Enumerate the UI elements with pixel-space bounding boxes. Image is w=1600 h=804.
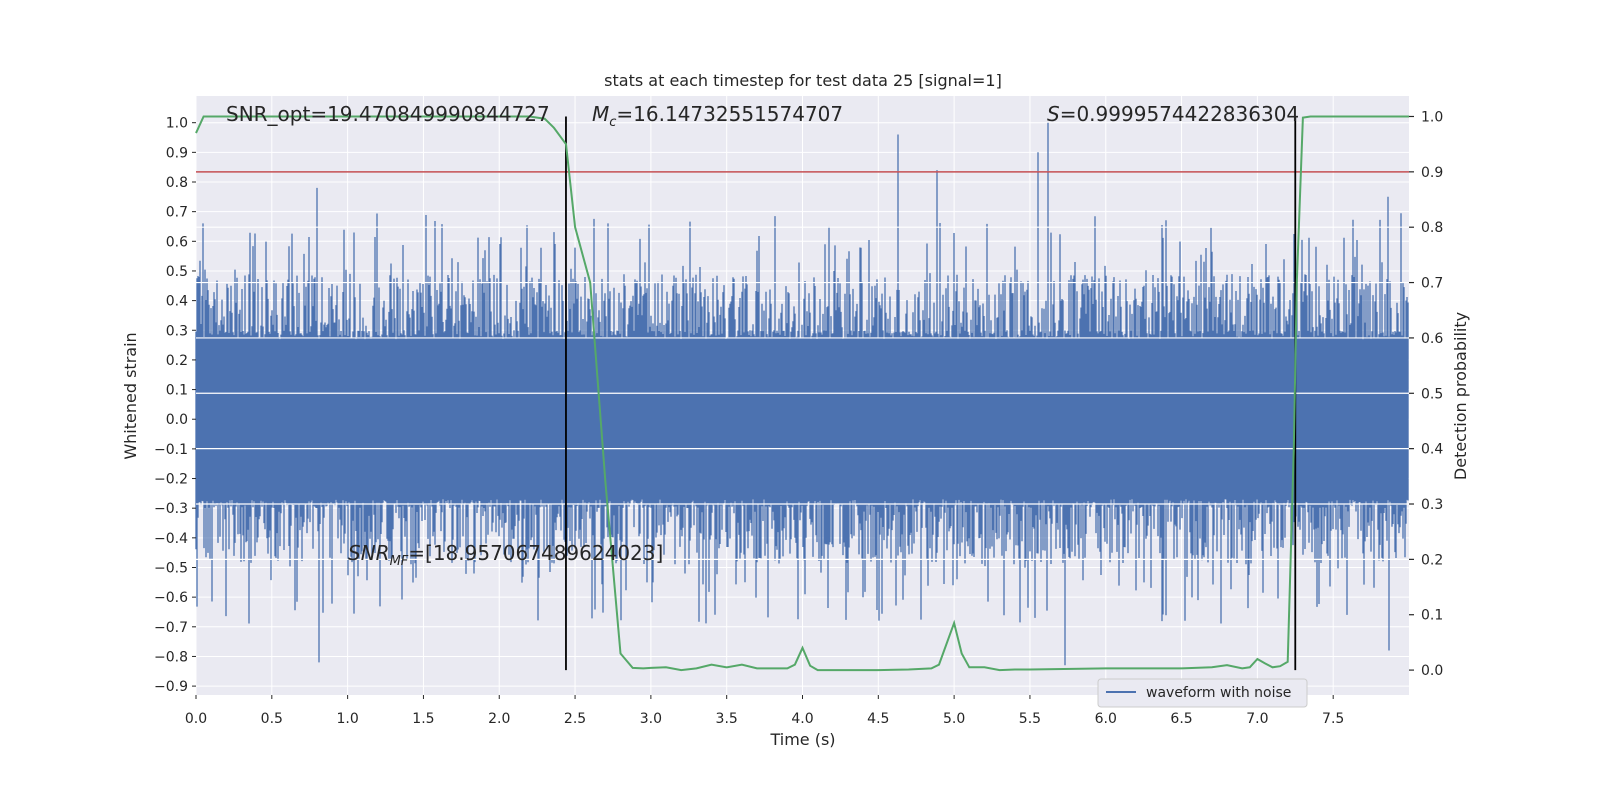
y-right-tick-label: 0.0 (1421, 663, 1443, 679)
x-tick-label: 5.5 (1019, 711, 1041, 727)
legend: waveform with noise (1097, 678, 1308, 708)
x-tick-label: 1.5 (412, 711, 434, 727)
y-left-tick-label: 0.1 (166, 383, 188, 399)
x-tick-label: 3.5 (716, 711, 738, 727)
chart-title: stats at each timestep for test data 25 … (604, 71, 1002, 90)
y-right-tick-label: 0.1 (1421, 608, 1443, 624)
y-right-tick-label: 0.8 (1421, 220, 1443, 236)
y-right-tick-label: 0.9 (1421, 165, 1443, 181)
y-left-tick-label: −0.6 (154, 590, 188, 606)
y-axis-right-label: Detection probability (1451, 312, 1470, 480)
y-left-tick-label: −0.4 (154, 531, 188, 547)
y-right-tick-label: 0.4 (1421, 442, 1443, 458)
overlay-lines (196, 116, 1409, 671)
x-tick-label: 2.5 (564, 711, 586, 727)
y-left-tick-label: 0.7 (166, 205, 188, 221)
annotation-snr-mf: SNRMF=[18.957067489624023] (348, 541, 663, 569)
y-axis-left-label: Whitened strain (121, 332, 140, 459)
annotation-chirp-mass: Mc=16.14732551574707 (592, 102, 843, 130)
x-axis-label: Time (s) (769, 730, 835, 749)
annotation-score: S=0.9999574422836304 (1047, 102, 1299, 126)
x-axis-ticks: 0.0 0.5 1.0 1.5 2.0 2.5 3.0 3.5 4.0 4.5 5.0 5.5 6.0 6… (185, 695, 1344, 727)
y-left-tick-label: 0.0 (166, 412, 188, 428)
y-left-tick-label: 0.8 (166, 175, 188, 191)
legend-box (1097, 678, 1308, 708)
y-axis-left-ticks: 1.0 0.9 0.8 0.7 0.6 0.5 0.4 0.3 0.2 0.1 0.0 −0.1 −0.… (154, 116, 196, 695)
y-left-tick-label: 1.0 (166, 116, 188, 132)
y-axis-right-ticks: 1.0 0.9 0.8 0.7 0.6 0.5 0.4 0.3 0.2 0.1 0.0 (1409, 109, 1443, 679)
legend-label: waveform with noise (1146, 685, 1291, 701)
y-right-tick-label: 0.5 (1421, 386, 1443, 402)
y-right-tick-label: 1.0 (1421, 109, 1443, 125)
x-tick-label: 4.0 (791, 711, 813, 727)
x-tick-label: 7.5 (1322, 711, 1344, 727)
y-left-tick-label: −0.5 (154, 560, 188, 576)
y-left-tick-label: 0.4 (166, 294, 188, 310)
y-right-tick-label: 0.6 (1421, 331, 1443, 347)
y-left-tick-label: −0.3 (154, 501, 188, 517)
y-left-tick-label: −0.1 (154, 442, 188, 458)
y-left-tick-label: −0.2 (154, 472, 188, 488)
y-left-tick-label: 0.6 (166, 234, 188, 250)
y-left-tick-label: 0.3 (166, 323, 188, 339)
y-left-tick-label: 0.9 (166, 145, 188, 161)
x-tick-label: 7.0 (1246, 711, 1268, 727)
probability-line (195, 115, 1409, 672)
x-tick-label: 0.5 (261, 711, 283, 727)
y-right-tick-label: 0.7 (1421, 276, 1443, 292)
x-tick-label: 5.0 (943, 711, 965, 727)
x-tick-label: 6.5 (1170, 711, 1192, 727)
x-tick-label: 2.0 (488, 711, 510, 727)
y-left-tick-label: 0.2 (166, 353, 188, 369)
x-tick-label: 3.0 (640, 711, 662, 727)
x-tick-label: 4.5 (867, 711, 889, 727)
probability-series (195, 115, 1409, 672)
x-tick-label: 6.0 (1095, 711, 1117, 727)
y-left-tick-label: −0.8 (154, 649, 188, 665)
annotation-snr-opt: SNR_opt=19.470849990844727 (226, 102, 550, 126)
y-left-tick-label: 0.5 (166, 264, 188, 280)
y-right-tick-label: 0.2 (1421, 552, 1443, 568)
x-tick-label: 0.0 (185, 711, 207, 727)
x-tick-label: 1.0 (336, 711, 358, 727)
y-right-tick-label: 0.3 (1421, 497, 1443, 513)
y-left-tick-label: −0.7 (154, 620, 188, 636)
y-left-tick-label: −0.9 (154, 679, 188, 695)
